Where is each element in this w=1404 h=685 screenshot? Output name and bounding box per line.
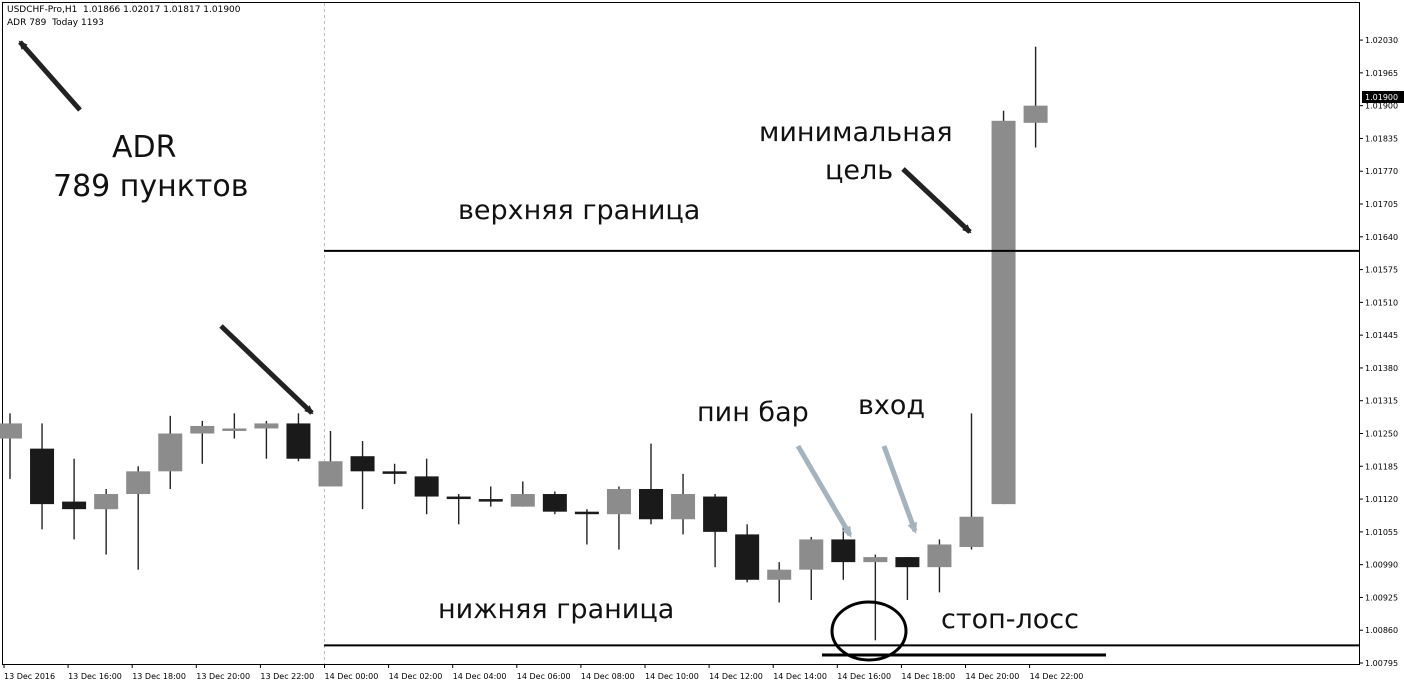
candle-bear [895,557,920,568]
candle-bull [959,516,984,547]
arrow-to-entry [881,445,918,534]
stop-loss-label: стоп-лосс [941,604,1079,635]
candle-bear [831,539,856,563]
time-tick-label: 14 Dec 12:00 [709,672,763,681]
price-tick-label: 1.01510 [1365,298,1398,307]
adr-info: ADR 789 Today 1193 [7,18,104,28]
price-tick-label: 1.00860 [1365,626,1398,635]
upper-bound-label: верхняя граница [458,195,701,226]
time-tick-label: 14 Dec 00:00 [325,672,379,681]
price-tick-label: 1.01575 [1365,266,1398,275]
price-tick-label: 1.01120 [1365,495,1398,504]
candle-bull [318,461,343,487]
price-tick-label: 1.00925 [1365,593,1398,602]
arrow-to-target [901,167,972,234]
pin-bar-label: пин бар [697,397,809,428]
symbol-info: USDCHF-Pro,H1 1.01866 1.02017 1.01817 1.… [7,5,241,15]
time-tick-label: 14 Dec 08:00 [581,672,635,681]
price-tick-label: 1.01640 [1365,233,1398,242]
current-price-tag [1362,91,1404,103]
adr-title: ADR [112,130,177,165]
price-tick-label: 1.00795 [1365,659,1398,668]
candle-bear [478,499,503,502]
time-tick-label: 14 Dec 06:00 [517,672,571,681]
min-target-label-2: цель [825,155,894,186]
candle-bull [94,494,119,510]
candle-bull [863,557,888,563]
time-tick-label: 14 Dec 16:00 [837,672,891,681]
price-tick-label: 1.01445 [1365,331,1398,340]
price-tick-label: 1.00990 [1365,561,1398,570]
time-tick-label: 14 Dec 20:00 [966,672,1020,681]
price-tick-label: 1.02030 [1365,36,1398,45]
candle-bear [703,496,728,532]
lower-bound-label: нижняя граница [438,594,675,625]
time-tick-label: 14 Dec 02:00 [389,672,443,681]
time-tick-label: 13 Dec 16:00 [68,672,122,681]
candle-bull [254,423,279,429]
candle-bear [62,501,87,510]
price-tick-label: 1.01055 [1365,528,1398,537]
candle-bull [927,544,952,568]
candle-bull [510,494,535,507]
plot-frame [2,2,1360,665]
min-target-label-1: минимальная [759,117,953,148]
price-tick-label: 1.01900 [1365,102,1398,111]
time-tick-label: 13 Dec 18:00 [132,672,186,681]
candle-bear [382,471,407,474]
candle-bull [606,488,631,515]
time-tick-label: 14 Dec 10:00 [645,672,699,681]
price-tick-label: 1.01770 [1365,167,1398,176]
arrow-to-start [219,324,314,415]
price-tick-label: 1.01185 [1365,462,1398,471]
candle-bull [1023,105,1048,123]
time-axis: 13 Dec 2016 13 Dec 16:00 13 Dec 18:00 13 De… [3,664,1084,681]
candle-bull [126,471,151,495]
candle-bear [350,456,375,472]
candles-layer [0,46,1048,641]
candle-bull [222,428,247,431]
candle-bull [671,494,696,520]
candle-bull [799,539,824,570]
candle-bull [767,569,792,580]
time-tick-label: 13 Dec 20:00 [196,672,250,681]
time-tick-label: 14 Dec 18:00 [901,672,955,681]
candle-bear [414,476,439,497]
price-axis: 1.02030 1.01965 1.01900 1.01835 1.01770 1.017… [1359,36,1398,668]
candle-bear [735,534,760,580]
candle-bull [991,120,1016,505]
price-tick-label: 1.01380 [1365,364,1398,373]
time-tick-label: 14 Dec 22:00 [1030,672,1084,681]
price-tick-label: 1.01835 [1365,134,1398,143]
candle-bear [30,448,55,505]
price-tick-label: 1.01315 [1365,397,1398,406]
pin-bar-circle [830,600,908,662]
candle-bear [286,423,311,459]
candle-bear [639,488,663,520]
candle-bull [0,423,22,439]
price-tick-label: 1.01250 [1365,430,1398,439]
time-tick-label: 14 Dec 14:00 [773,672,827,681]
time-tick-label: 13 Dec 2016 [4,672,55,681]
candle-bull [190,425,215,434]
price-tick-label: 1.01705 [1365,200,1398,209]
time-tick-label: 13 Dec 22:00 [260,672,314,681]
candle-bear [446,496,471,500]
time-tick-label: 14 Dec 04:00 [453,672,507,681]
arrow-to-pin-bar [795,444,853,538]
candle-bear [574,511,599,515]
candle-bear [542,494,567,512]
adr-points: 789 пунктов [53,169,249,204]
current-price-label: 1.01900 [1365,93,1398,102]
entry-label: вход [858,390,926,421]
arrow-to-adr [18,40,82,112]
candle-bull [158,433,183,472]
price-tick-label: 1.01965 [1365,69,1398,78]
